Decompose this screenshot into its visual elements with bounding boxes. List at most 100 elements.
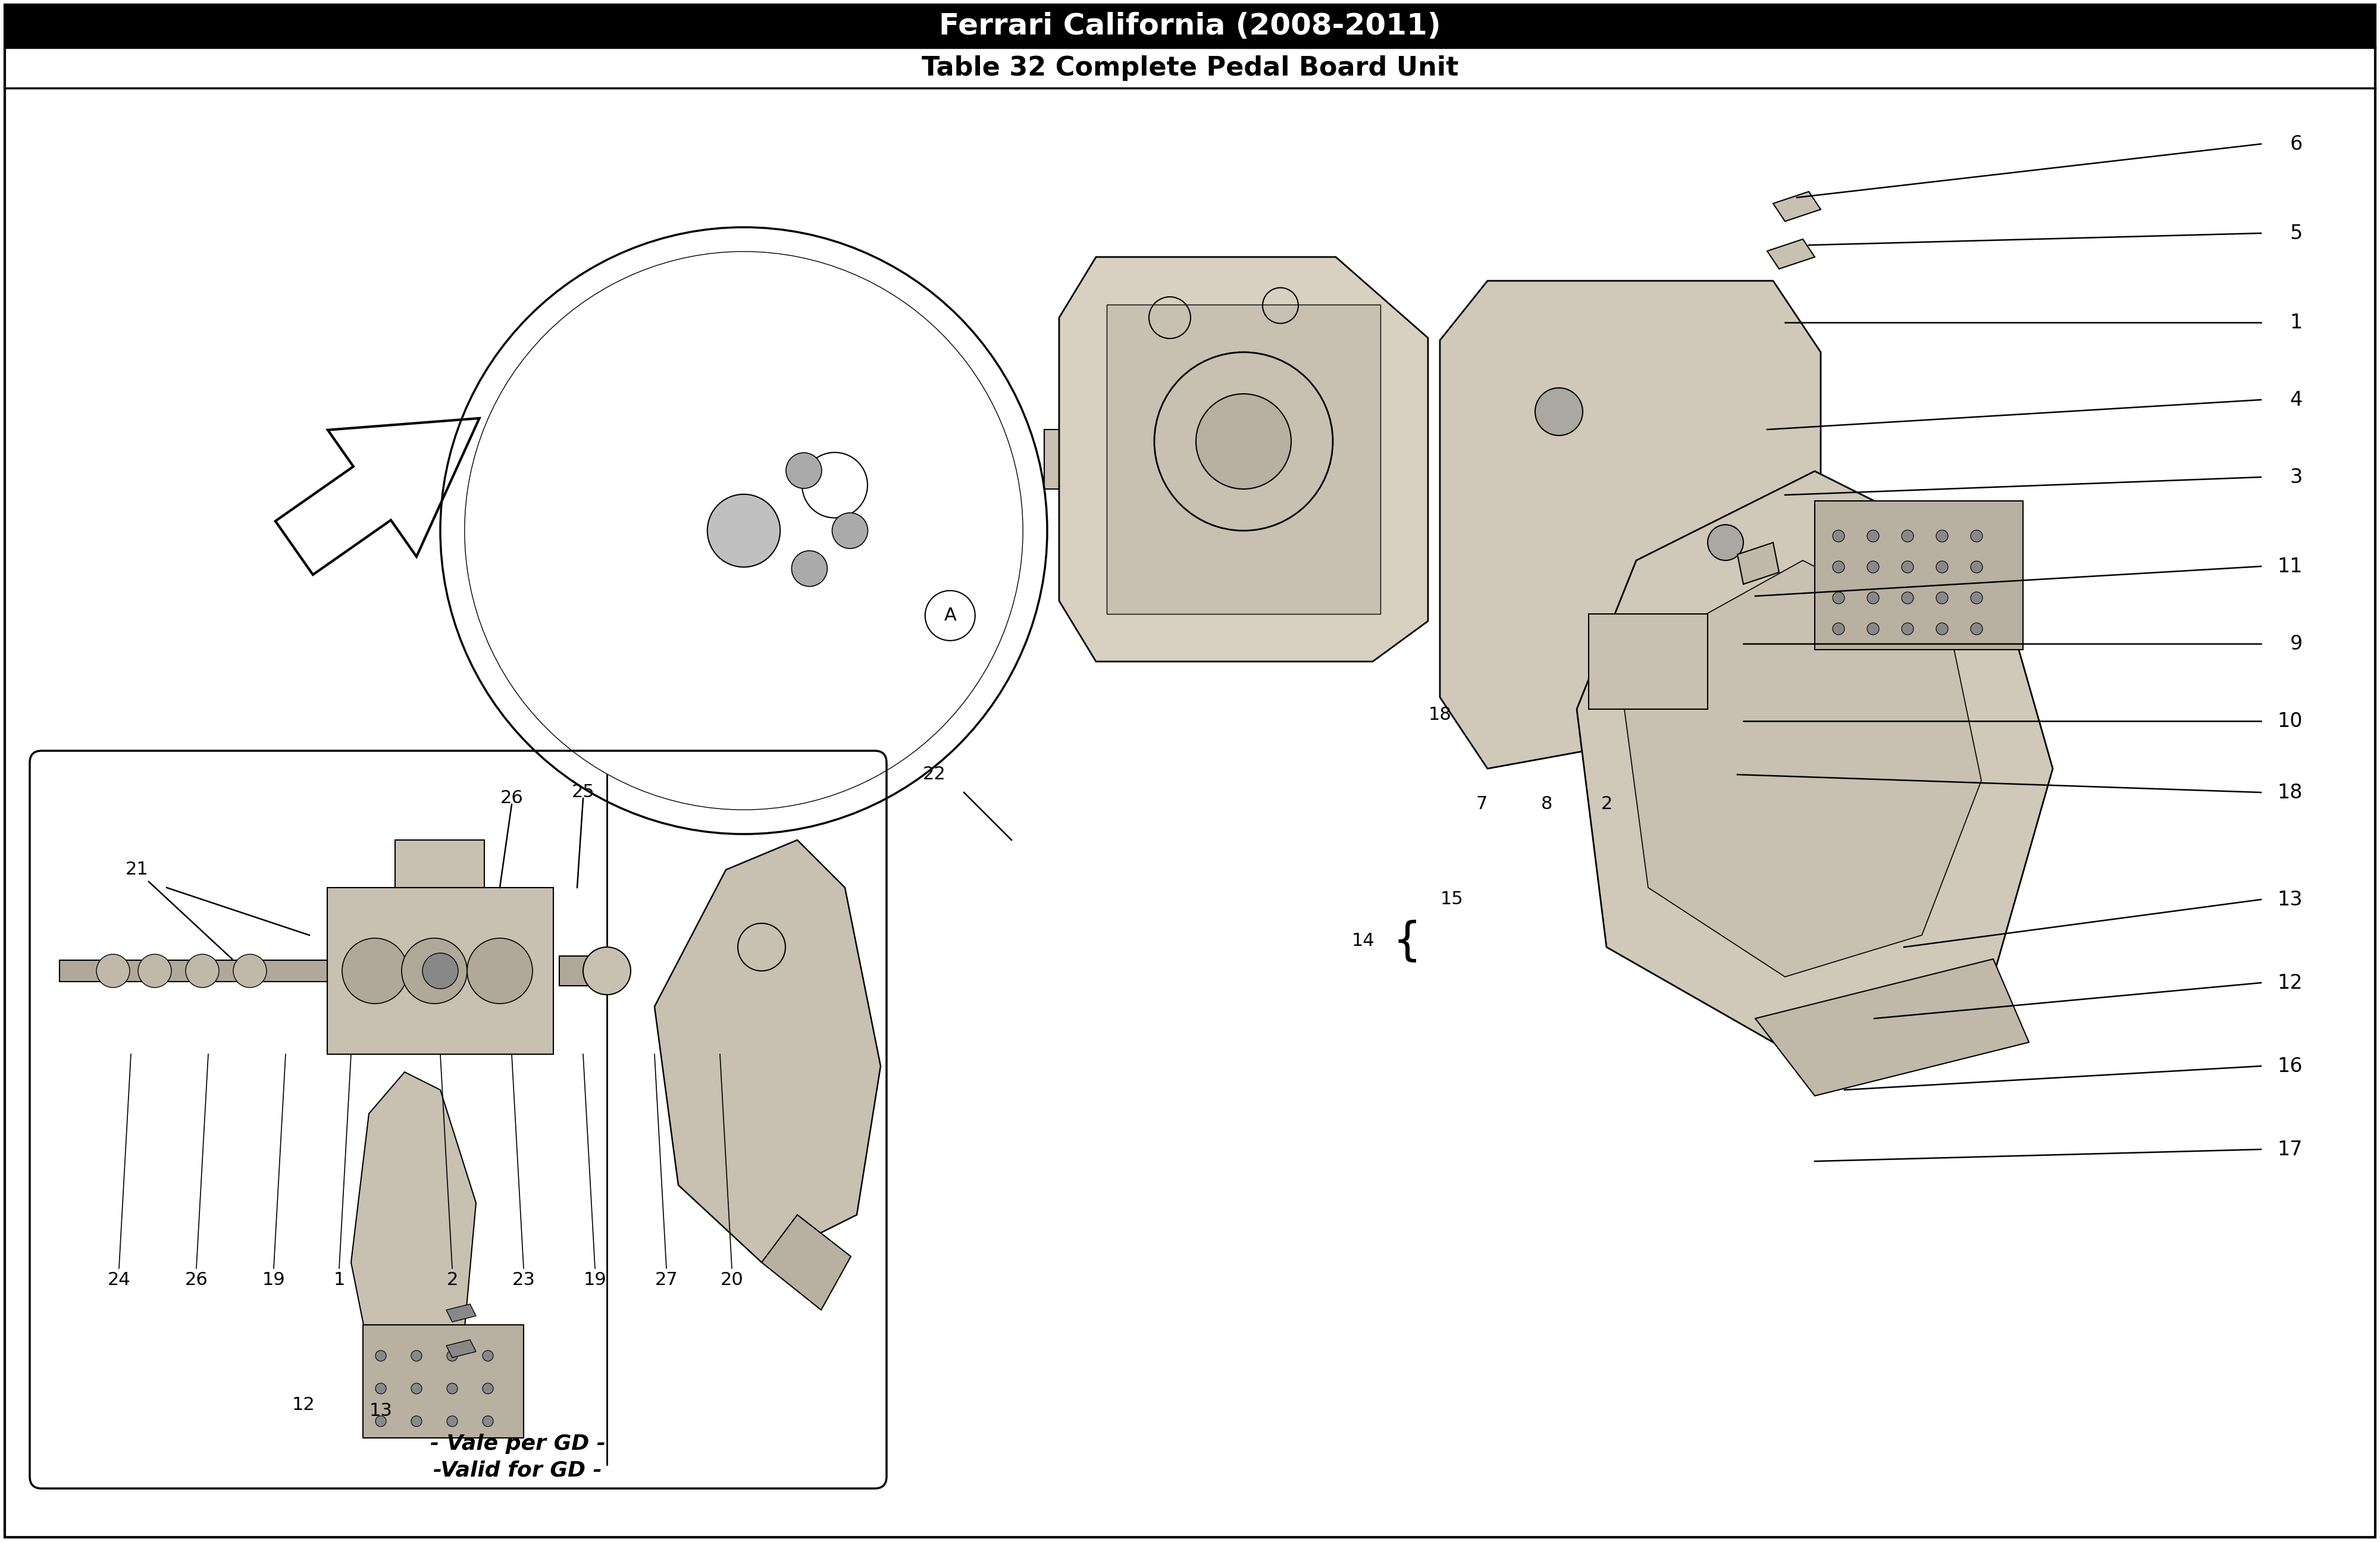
Bar (1590, 614, 1709, 709)
Circle shape (1866, 623, 1880, 635)
Circle shape (1937, 623, 1947, 635)
Circle shape (447, 1383, 457, 1394)
Circle shape (1902, 592, 1914, 604)
Bar (1809, 530, 1987, 560)
Text: 25: 25 (571, 783, 595, 800)
Circle shape (424, 953, 457, 988)
Text: 26: 26 (500, 790, 524, 806)
Text: 3: 3 (2290, 467, 2304, 487)
Text: 7: 7 (1476, 796, 1488, 813)
Text: A: A (945, 608, 957, 625)
Bar (5, 5, 2375, 48)
Text: 6: 6 (2290, 134, 2304, 154)
Polygon shape (1059, 258, 1428, 662)
Bar (328, 888, 552, 1055)
Circle shape (1971, 623, 1983, 635)
Text: 23: 23 (512, 1272, 536, 1289)
Circle shape (376, 1416, 386, 1426)
Circle shape (1937, 530, 1947, 541)
Polygon shape (1737, 543, 1780, 584)
Text: 14: 14 (1352, 933, 1376, 950)
Text: Ferrari California (2008-2011): Ferrari California (2008-2011) (940, 12, 1440, 40)
Text: 13: 13 (2278, 890, 2304, 910)
Circle shape (583, 947, 631, 995)
Text: {: { (1392, 919, 1421, 964)
Circle shape (1971, 561, 1983, 574)
Circle shape (95, 954, 129, 987)
Polygon shape (447, 1340, 476, 1357)
Bar (60, 961, 328, 982)
Circle shape (466, 938, 533, 1004)
Text: 10: 10 (2278, 711, 2304, 731)
FancyBboxPatch shape (29, 751, 885, 1488)
Text: -Valid for GD -: -Valid for GD - (433, 1460, 602, 1480)
Circle shape (1971, 530, 1983, 541)
Text: 13: 13 (369, 1403, 393, 1420)
Circle shape (376, 1351, 386, 1362)
Text: 19: 19 (583, 1272, 607, 1289)
Circle shape (833, 513, 869, 549)
Polygon shape (276, 418, 478, 575)
Circle shape (1833, 561, 1844, 574)
Text: 27: 27 (654, 1272, 678, 1289)
Circle shape (1704, 657, 1747, 702)
Polygon shape (352, 1072, 476, 1369)
Circle shape (447, 1416, 457, 1426)
Circle shape (1535, 389, 1583, 435)
Circle shape (1971, 592, 1983, 604)
Text: 18: 18 (2278, 783, 2304, 802)
Text: 5: 5 (2290, 224, 2304, 244)
Polygon shape (1576, 472, 2052, 1066)
Circle shape (447, 1351, 457, 1362)
Text: 20: 20 (721, 1272, 743, 1289)
Polygon shape (1766, 239, 1816, 268)
Bar (5, 48, 2375, 88)
Text: 1: 1 (2290, 313, 2304, 332)
Polygon shape (762, 1215, 852, 1311)
Circle shape (412, 1383, 421, 1394)
Text: 12: 12 (293, 1397, 314, 1414)
Bar (1045, 430, 1061, 489)
Circle shape (1709, 524, 1742, 560)
Text: 24: 24 (107, 1272, 131, 1289)
Circle shape (785, 453, 821, 489)
Circle shape (1902, 561, 1914, 574)
Polygon shape (447, 1305, 476, 1321)
Text: 16: 16 (2278, 1056, 2304, 1076)
Polygon shape (1714, 674, 1756, 722)
Text: 8: 8 (1542, 796, 1552, 813)
Circle shape (1866, 592, 1880, 604)
Bar (362, 1325, 524, 1437)
Text: 15: 15 (1440, 891, 1464, 908)
Circle shape (1937, 592, 1947, 604)
Text: 17: 17 (2278, 1140, 2304, 1160)
Text: 9: 9 (2290, 634, 2304, 654)
Circle shape (186, 954, 219, 987)
Circle shape (1197, 393, 1290, 489)
Bar (395, 840, 486, 888)
Text: 4: 4 (2290, 390, 2304, 410)
Polygon shape (1623, 560, 1980, 976)
Circle shape (402, 938, 466, 1004)
Circle shape (233, 954, 267, 987)
Circle shape (1902, 623, 1914, 635)
Circle shape (1833, 623, 1844, 635)
Circle shape (793, 550, 828, 586)
Circle shape (483, 1383, 493, 1394)
Bar (1816, 501, 2023, 649)
Circle shape (376, 1383, 386, 1394)
Circle shape (483, 1351, 493, 1362)
Circle shape (1902, 530, 1914, 541)
Text: 1: 1 (333, 1272, 345, 1289)
Circle shape (343, 938, 407, 1004)
Text: - Vale per GD -: - Vale per GD - (431, 1434, 605, 1454)
Circle shape (1866, 530, 1880, 541)
Circle shape (1833, 592, 1844, 604)
Circle shape (1971, 523, 2016, 567)
Text: 21: 21 (126, 860, 148, 879)
Text: 18: 18 (1428, 706, 1452, 723)
Circle shape (707, 495, 781, 567)
Text: 2: 2 (447, 1272, 457, 1289)
Text: Table 32 Complete Pedal Board Unit: Table 32 Complete Pedal Board Unit (921, 56, 1459, 80)
Text: 22: 22 (923, 766, 945, 783)
